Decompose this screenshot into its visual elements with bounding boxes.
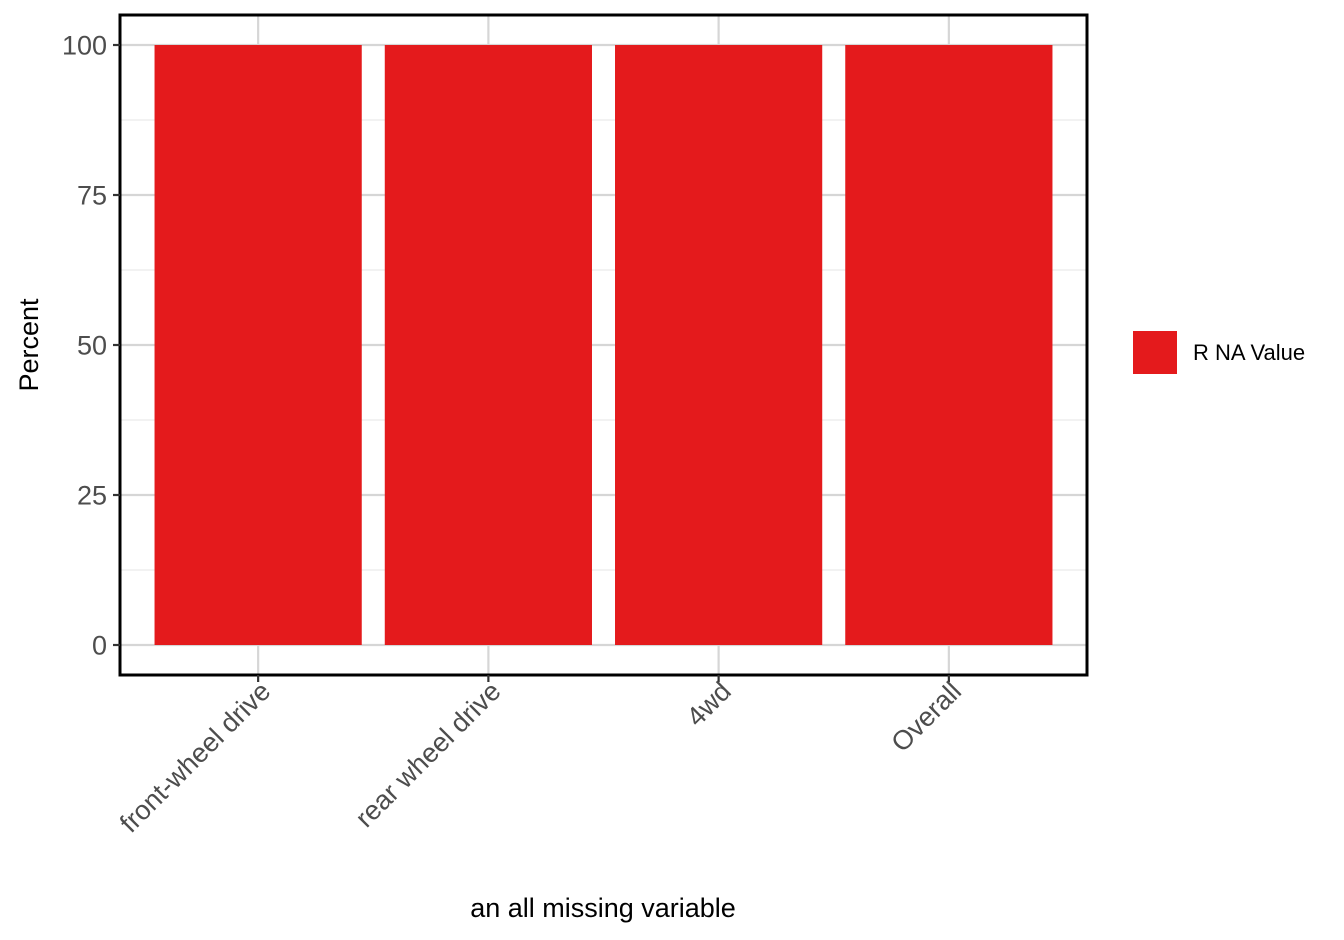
y-axis: 0 25 50 75 100 [62,31,120,661]
y-tick-label: 100 [62,31,107,61]
bar-rear-wheel-drive [384,45,592,645]
y-tick-label: 25 [77,481,107,511]
bars [154,45,1053,645]
y-tick-label: 50 [77,331,107,361]
bar-overall [845,45,1053,645]
x-tick-label-front-wheel-drive: front-wheel drive [114,676,276,838]
x-tick-label-4wd: 4wd [681,676,737,732]
legend: R NA Value [1133,331,1305,374]
bar-4wd [615,45,823,645]
y-tick-label: 0 [92,631,107,661]
legend-label-r-na-value: R NA Value [1193,340,1305,365]
y-tick-label: 75 [77,181,107,211]
y-axis-title: Percent [14,298,44,392]
x-tick-label-rear-wheel-drive: rear wheel drive [350,676,507,833]
legend-swatch-r-na-value [1133,331,1177,374]
x-axis-title: an all missing variable [470,893,736,923]
x-tick-label-overall: Overall [885,676,967,758]
bar-front-wheel-drive [154,45,362,645]
x-axis: front-wheel drive rear wheel drive 4wd Over… [114,675,967,838]
